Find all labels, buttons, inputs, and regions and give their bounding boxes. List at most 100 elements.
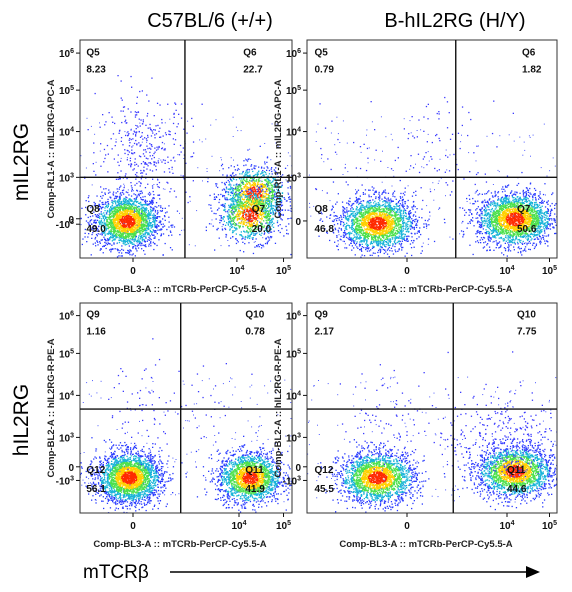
event-dot: [106, 248, 107, 249]
event-dot: [228, 216, 229, 217]
event-dot: [117, 213, 118, 214]
event-dot: [125, 252, 126, 253]
event-dot: [135, 228, 136, 229]
event-dot: [136, 199, 137, 200]
event-dot: [233, 136, 234, 137]
event-dot: [148, 223, 149, 224]
event-dot: [113, 243, 114, 244]
event-dot: [129, 236, 130, 237]
event-dot: [144, 156, 145, 157]
event-dot: [152, 179, 153, 180]
event-dot: [444, 219, 445, 220]
event-dot: [99, 122, 100, 123]
event-dot: [243, 199, 244, 200]
event-dot: [266, 189, 267, 190]
event-dot: [145, 233, 146, 234]
event-dot: [247, 235, 248, 236]
event-dot: [135, 205, 136, 206]
event-dot: [128, 234, 129, 235]
event-dot: [242, 188, 243, 189]
event-dot: [231, 157, 232, 158]
event-dot: [121, 194, 122, 195]
event-dot: [246, 211, 247, 212]
event-dot: [113, 236, 114, 237]
quadrant-name-q6: Q6: [243, 47, 257, 58]
event-dot: [196, 210, 197, 211]
event-dot: [270, 236, 271, 237]
event-dot: [128, 108, 129, 109]
event-dot: [254, 175, 255, 176]
event-dot: [369, 196, 370, 197]
event-dot: [159, 137, 160, 138]
event-dot: [119, 221, 120, 222]
event-dot: [172, 249, 173, 250]
event-dot: [116, 228, 117, 229]
event-dot: [271, 201, 272, 202]
event-dot: [218, 208, 219, 209]
event-dot: [131, 223, 132, 224]
event-dot: [101, 202, 102, 203]
event-dot: [248, 242, 249, 243]
event-dot: [147, 205, 148, 206]
event-dot: [113, 239, 114, 240]
event-dot: [255, 221, 256, 222]
event-dot: [336, 202, 337, 203]
event-dot: [108, 154, 109, 155]
event-dot: [264, 168, 265, 169]
event-dot: [149, 124, 150, 125]
event-dot: [91, 254, 92, 255]
event-dot: [224, 209, 225, 210]
event-dot: [134, 215, 135, 216]
event-dot: [145, 215, 146, 216]
event-dot: [221, 245, 222, 246]
event-dot: [109, 238, 110, 239]
event-dot: [155, 166, 156, 167]
event-dot: [214, 194, 215, 195]
event-dot: [356, 246, 357, 247]
event-dot: [143, 218, 144, 219]
event-dot: [287, 187, 288, 188]
event-dot: [142, 239, 143, 240]
event-dot: [242, 182, 243, 183]
event-dot: [222, 217, 223, 218]
event-dot: [74, 241, 75, 242]
event-dot: [237, 130, 238, 131]
event-dot: [115, 202, 116, 203]
event-dot: [151, 144, 152, 145]
event-dot: [123, 111, 124, 112]
event-dot: [133, 133, 134, 134]
event-dot: [142, 240, 143, 241]
event-dot: [247, 222, 248, 223]
event-dot: [131, 139, 132, 140]
event-dot: [232, 236, 233, 237]
event-dot: [146, 232, 147, 233]
event-dot: [119, 133, 120, 134]
event-dot: [129, 224, 130, 225]
event-dot: [197, 167, 198, 168]
event-dot: [252, 196, 253, 197]
event-dot: [114, 208, 115, 209]
event-dot: [158, 146, 159, 147]
event-dot: [170, 188, 171, 189]
event-dot: [121, 137, 122, 138]
event-dot: [142, 218, 143, 219]
event-dot: [112, 212, 113, 213]
event-dot: [255, 217, 256, 218]
event-dot: [106, 229, 107, 230]
event-dot: [124, 198, 125, 199]
event-dot: [123, 208, 124, 209]
event-dot: [95, 242, 96, 243]
event-dot: [237, 240, 238, 241]
event-dot: [135, 220, 136, 221]
event-dot: [289, 218, 290, 219]
event-dot: [288, 197, 289, 198]
event-dot: [131, 204, 132, 205]
event-dot: [136, 112, 137, 113]
event-dot: [267, 242, 268, 243]
event-dot: [118, 203, 119, 204]
event-dot: [145, 200, 146, 201]
event-dot: [126, 233, 127, 234]
event-dot: [139, 119, 140, 120]
event-dot: [117, 75, 118, 76]
event-dot: [241, 196, 242, 197]
